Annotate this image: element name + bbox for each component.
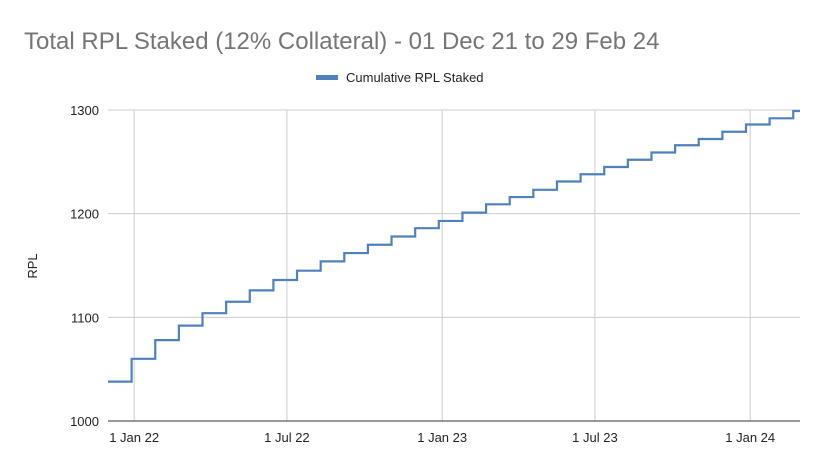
x-tick-label: 1 Jan 22 [109,430,159,445]
gridlines [108,109,800,421]
y-tick-label: 1200 [70,207,99,222]
y-tick-label: 1300 [70,103,99,118]
y-axis-ticks: 1000 1100 1200 1300 [70,103,99,429]
legend-label: Cumulative RPL Staked [346,70,484,85]
x-tick-label: 1 Jul 23 [572,430,618,445]
series-layer [108,109,800,383]
x-tick-label: 1 Jan 23 [417,430,467,445]
legend: Cumulative RPL Staked [316,70,484,85]
y-tick-label: 1000 [70,414,99,429]
y-tick-label: 1100 [71,310,99,325]
chart-title: Total RPL Staked (12% Collateral) - 01 D… [24,28,659,55]
x-axis-ticks: 1 Jan 22 1 Jul 22 1 Jan 23 1 Jul 23 1 Jan 24 [109,430,775,445]
x-tick-label: 1 Jan 24 [725,430,775,445]
legend-swatch [316,75,338,80]
y-axis-label: RPL [25,253,40,278]
x-tick-label: 1 Jul 22 [264,430,310,445]
series-line-0 [108,109,800,383]
